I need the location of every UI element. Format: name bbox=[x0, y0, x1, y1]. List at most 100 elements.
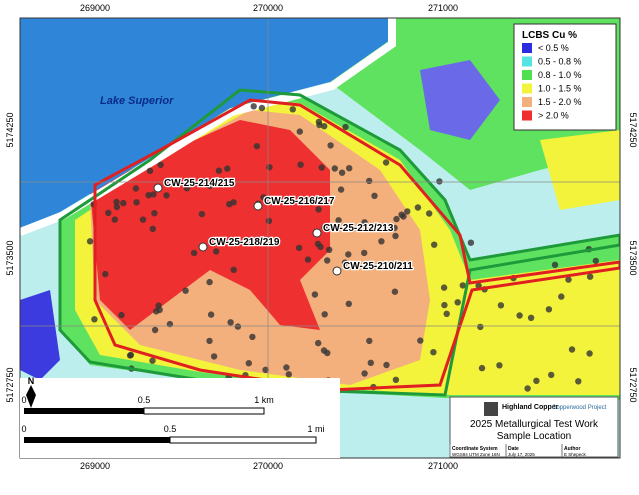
coordinate-labels: 269000 270000 271000 269000 270000 27100… bbox=[5, 3, 638, 471]
drillhole bbox=[524, 385, 531, 392]
drillhole bbox=[206, 182, 213, 190]
sample-label: CW-25-210/211 bbox=[343, 261, 413, 272]
drillhole bbox=[392, 376, 400, 383]
boundary-green bbox=[58, 88, 620, 397]
sample-point bbox=[332, 266, 342, 276]
sample-point bbox=[253, 201, 263, 211]
drillhole bbox=[382, 159, 390, 166]
title-block: Highland Copper Copperwood Project 2025 … bbox=[449, 396, 619, 458]
drillhole bbox=[183, 185, 191, 192]
map-subtitle: Sample Location bbox=[497, 431, 572, 442]
sample-label: CW-25-216/217 bbox=[264, 196, 335, 207]
zone-blue bbox=[420, 60, 500, 140]
drillhole bbox=[393, 215, 400, 223]
drillhole bbox=[324, 257, 331, 264]
drillhole bbox=[190, 249, 198, 257]
drillhole bbox=[404, 208, 411, 215]
coord-label: 5173500 bbox=[5, 240, 15, 275]
drillhole bbox=[565, 276, 572, 283]
drillhole bbox=[311, 291, 319, 298]
drillholes bbox=[86, 103, 599, 392]
drillhole bbox=[297, 161, 304, 168]
drillhole bbox=[443, 310, 450, 317]
legend-swatch bbox=[522, 43, 532, 53]
coord-label: 271000 bbox=[428, 3, 458, 13]
drillhole bbox=[516, 312, 523, 319]
drillhole bbox=[249, 333, 256, 341]
drillhole bbox=[321, 224, 328, 231]
drillhole bbox=[133, 199, 140, 206]
drillhole bbox=[361, 249, 368, 257]
scale-label: 0 bbox=[21, 424, 26, 434]
drillhole bbox=[586, 350, 593, 357]
drillhole bbox=[113, 203, 121, 211]
drillhole bbox=[126, 352, 134, 359]
north-label: N bbox=[28, 376, 35, 386]
legend-swatch bbox=[522, 70, 532, 80]
drillhole bbox=[118, 311, 125, 319]
field-value: WGS84 UTM Zone 16N bbox=[452, 452, 500, 457]
drillhole bbox=[262, 366, 269, 373]
drillhole bbox=[206, 337, 213, 345]
drillhole bbox=[454, 299, 461, 306]
drillhole bbox=[234, 323, 242, 330]
drillhole bbox=[285, 371, 292, 378]
coord-label: 5174250 bbox=[628, 112, 638, 147]
drillhole bbox=[157, 161, 164, 169]
drillhole bbox=[548, 371, 555, 379]
coord-label: 5172750 bbox=[5, 367, 15, 402]
scale-label: 0.5 bbox=[164, 424, 177, 434]
shoreline bbox=[20, 18, 396, 236]
legend-swatch bbox=[522, 97, 532, 107]
drillhole bbox=[575, 378, 582, 385]
legend-label: > 2.0 % bbox=[538, 111, 569, 121]
drillhole bbox=[346, 165, 353, 172]
legend-label: 0.5 - 0.8 % bbox=[538, 57, 582, 67]
drillhole bbox=[182, 287, 189, 294]
drillhole bbox=[527, 314, 535, 321]
drillhole bbox=[227, 319, 234, 326]
drillhole bbox=[210, 353, 218, 360]
drillhole bbox=[327, 142, 334, 149]
scale-panel bbox=[20, 378, 340, 458]
drillhole bbox=[269, 198, 277, 205]
drillhole bbox=[230, 199, 237, 206]
drillhole bbox=[533, 377, 540, 384]
drillhole bbox=[260, 194, 267, 201]
drillhole bbox=[361, 370, 368, 377]
north-arrow bbox=[26, 385, 36, 408]
drillhole bbox=[335, 217, 342, 224]
drillhole bbox=[151, 326, 159, 334]
drillhole bbox=[378, 238, 385, 245]
scale-bar bbox=[24, 408, 144, 414]
drillhole bbox=[426, 210, 433, 217]
zone-yellow bbox=[540, 130, 620, 210]
drillhole bbox=[361, 219, 368, 226]
map-title: 2025 Metallurgical Test Work bbox=[470, 419, 599, 430]
coord-label: 269000 bbox=[80, 461, 110, 471]
scale-label: 0 bbox=[21, 395, 26, 405]
legend-swatch bbox=[522, 83, 532, 94]
drillhole bbox=[266, 164, 273, 171]
coord-label: 5173500 bbox=[628, 240, 638, 275]
drillhole bbox=[436, 178, 443, 185]
field-label: Author bbox=[564, 446, 580, 452]
drillhole bbox=[348, 225, 355, 232]
drillhole bbox=[371, 192, 378, 199]
drillhole bbox=[497, 302, 505, 309]
drillhole bbox=[441, 301, 448, 309]
drillhole bbox=[414, 204, 422, 211]
drillhole bbox=[265, 217, 273, 225]
coord-label: 270000 bbox=[253, 461, 283, 471]
sample-label: CW-25-218/219 bbox=[209, 237, 280, 248]
drillhole bbox=[592, 257, 599, 265]
drillhole bbox=[477, 323, 484, 331]
drillhole bbox=[151, 210, 158, 217]
company: Highland Copper bbox=[502, 404, 559, 411]
drillhole bbox=[304, 256, 312, 263]
drillhole bbox=[431, 241, 438, 248]
drillhole bbox=[345, 251, 352, 258]
drillhole bbox=[341, 259, 349, 266]
scale-label: 0.5 bbox=[138, 395, 151, 405]
drillhole bbox=[391, 288, 399, 295]
